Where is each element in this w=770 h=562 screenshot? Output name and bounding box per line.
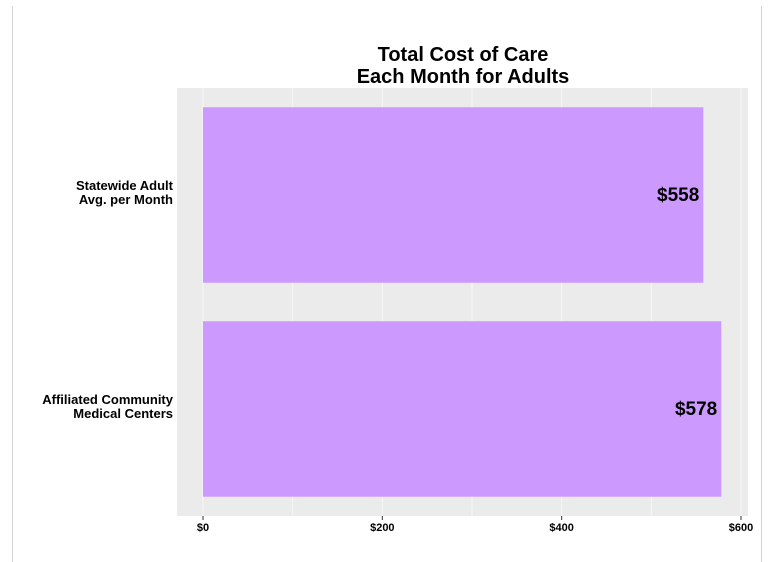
x-tick-label: $0 <box>197 522 209 534</box>
figure-frame <box>12 6 762 562</box>
data-label: $558 <box>657 185 699 206</box>
x-tick-label: $400 <box>549 522 573 534</box>
bar <box>203 107 704 283</box>
chart-title-line-1: Total Cost of Care <box>378 44 549 66</box>
category-label: Statewide Adult <box>76 178 174 193</box>
x-tick-label: $600 <box>729 522 753 534</box>
category-label: Medical Centers <box>73 406 173 421</box>
x-axis-ticks: $0 $200 $400 $600 <box>197 516 753 534</box>
category-label: Avg. per Month <box>79 192 173 207</box>
category-label: Affiliated Community <box>42 392 173 407</box>
x-tick-label: $200 <box>370 522 394 534</box>
data-label: $578 <box>675 399 717 420</box>
bar <box>203 321 722 497</box>
chart-title-line-2: Each Month for Adults <box>357 66 570 88</box>
bars-group: $558 $578 <box>203 107 722 497</box>
